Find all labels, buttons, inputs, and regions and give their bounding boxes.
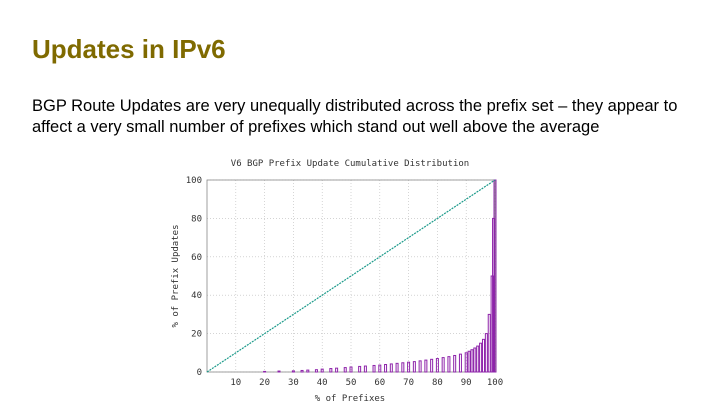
update-bar xyxy=(378,364,382,373)
update-bar xyxy=(306,369,310,373)
y-axis-label: % of Prefix Updates xyxy=(171,225,181,328)
update-bar xyxy=(314,369,318,373)
y-tick-label: 60 xyxy=(191,253,202,263)
bar-series xyxy=(263,179,497,373)
update-bar xyxy=(430,358,434,373)
update-bar xyxy=(418,360,422,373)
y-tick-label: 20 xyxy=(191,330,202,340)
update-bar xyxy=(481,338,485,373)
update-bar xyxy=(407,361,411,373)
chart-svg: V6 BGP Prefix Update Cumulative Distribu… xyxy=(171,159,503,404)
update-bar xyxy=(401,362,405,373)
x-tick-label: 10 xyxy=(230,378,241,388)
update-bar xyxy=(358,365,362,373)
update-bar xyxy=(467,350,471,373)
update-bar xyxy=(484,333,488,373)
x-tick-label: 30 xyxy=(288,378,299,388)
update-bar xyxy=(473,347,477,373)
update-bar xyxy=(384,364,388,373)
update-bar xyxy=(464,352,468,373)
axes: 10 20 30 40 50 60 70 80 90 100 0 20 40 60 80 100 xyxy=(186,176,503,388)
x-tick-label: 20 xyxy=(259,378,270,388)
x-tick-label: 70 xyxy=(403,378,414,388)
update-bar xyxy=(395,362,399,373)
update-bar xyxy=(476,345,480,373)
update-bar xyxy=(320,368,324,373)
update-bar xyxy=(300,369,304,373)
update-bar xyxy=(447,356,451,373)
update-bar xyxy=(458,353,462,373)
update-bar xyxy=(291,370,295,373)
update-bar xyxy=(349,366,353,373)
x-tick-label: 80 xyxy=(432,378,443,388)
x-tick-label: 50 xyxy=(346,378,357,388)
update-bar xyxy=(389,363,393,373)
x-tick-label: 60 xyxy=(374,378,385,388)
y-tick-label: 100 xyxy=(186,176,202,186)
y-tick-label: 40 xyxy=(191,291,202,301)
update-bar xyxy=(363,365,367,373)
update-bar xyxy=(412,361,416,373)
update-bar xyxy=(335,367,339,373)
y-tick-label: 0 xyxy=(197,368,202,378)
slide-body-text: BGP Route Updates are very unequally dis… xyxy=(32,97,678,136)
update-bar xyxy=(329,368,333,373)
x-tick-label: 40 xyxy=(317,378,328,388)
update-bar xyxy=(441,357,445,373)
update-bar xyxy=(424,359,428,373)
x-tick-label: 90 xyxy=(461,378,472,388)
update-bar xyxy=(277,370,281,373)
x-axis-label: % of Prefixes xyxy=(315,394,385,404)
update-bar xyxy=(263,370,267,373)
chart-title: V6 BGP Prefix Update Cumulative Distribu… xyxy=(231,159,469,169)
cumulative-line xyxy=(206,179,496,373)
update-bar xyxy=(435,358,439,373)
update-bar xyxy=(470,349,474,373)
line-series xyxy=(206,179,496,373)
update-bar xyxy=(453,354,457,373)
x-tick-label: 100 xyxy=(487,378,503,388)
update-bar xyxy=(372,364,376,373)
update-bar xyxy=(479,342,483,373)
update-bar xyxy=(487,313,491,373)
update-bar xyxy=(343,367,347,373)
prefix-update-chart: V6 BGP Prefix Update Cumulative Distribu… xyxy=(165,152,515,405)
y-tick-label: 80 xyxy=(191,214,202,224)
slide-title: Updates in IPv6 xyxy=(32,34,226,64)
